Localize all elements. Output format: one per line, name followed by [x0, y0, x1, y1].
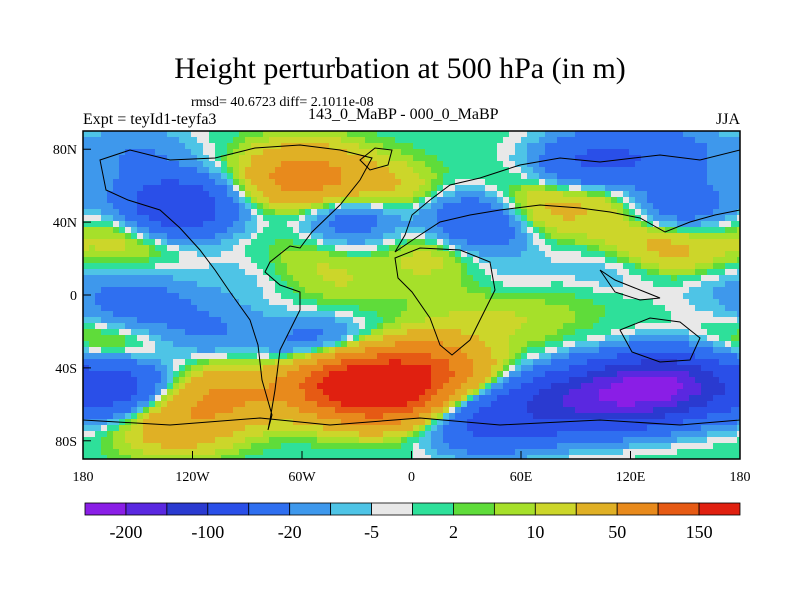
colorbar-swatch — [289, 502, 332, 516]
colorbar-swatch — [248, 502, 291, 516]
x-tick-label: 180 — [730, 470, 751, 485]
colorbar-swatch — [207, 502, 250, 516]
colorbar-swatch — [330, 502, 372, 516]
colorbar-label: -100 — [191, 522, 224, 542]
x-tick-label: 120W — [175, 470, 210, 485]
colorbar-swatch — [371, 502, 413, 516]
experiment-label: Expt = teyId1-teyfa3 — [83, 111, 217, 128]
chart-title: Height perturbation at 500 hPa (in m) — [174, 52, 626, 85]
colorbar-swatch — [657, 502, 700, 516]
antarctica-outline — [83, 417, 740, 426]
x-tick-label: 60W — [288, 470, 316, 485]
y-tick-label: 40S — [55, 362, 77, 377]
america-outline — [99, 144, 373, 431]
colorbar-swatch — [84, 502, 127, 516]
y-tick-label: 80N — [53, 143, 77, 158]
colorbar-label: 10 — [526, 522, 544, 542]
stats-label: rmsd= 40.6723 diff= 2.1011e-08 — [191, 95, 374, 110]
colorbar-swatch — [616, 502, 659, 516]
colorbar-label: 2 — [449, 522, 458, 542]
y-tick-label: 40N — [53, 216, 77, 231]
greenland-outline — [359, 147, 393, 171]
colorbar-swatch — [453, 502, 495, 516]
season-label: JJA — [715, 111, 740, 128]
colorbar-label: -20 — [278, 522, 302, 542]
colorbar-swatch — [166, 502, 209, 516]
colorbar-swatch — [493, 502, 536, 516]
x-tick-label: 0 — [408, 470, 415, 485]
colorbar-swatch — [575, 502, 618, 516]
coastlines — [83, 144, 740, 431]
colorbar-swatch — [412, 502, 454, 516]
eurasia-outline — [394, 149, 740, 253]
colorbar-label: -5 — [364, 522, 379, 542]
australia-outline — [619, 317, 701, 363]
y-tick-label: 80S — [55, 435, 77, 450]
indonesia-outline — [599, 269, 661, 301]
africa-outline — [394, 247, 496, 356]
colorbar-label: 150 — [686, 522, 713, 542]
colorbar-swatch — [125, 502, 168, 516]
colorbar-label: -200 — [109, 522, 142, 542]
colorbar-swatch — [534, 502, 577, 516]
x-tick-label: 180 — [73, 470, 94, 485]
colorbar-swatch — [698, 502, 741, 516]
x-tick-label: 60E — [510, 470, 533, 485]
x-tick-label: 120E — [616, 470, 646, 485]
colorbar-label: 50 — [608, 522, 626, 542]
period-label: 143_0_MaBP - 000_0_MaBP — [308, 106, 499, 123]
y-tick-label: 0 — [70, 289, 77, 304]
